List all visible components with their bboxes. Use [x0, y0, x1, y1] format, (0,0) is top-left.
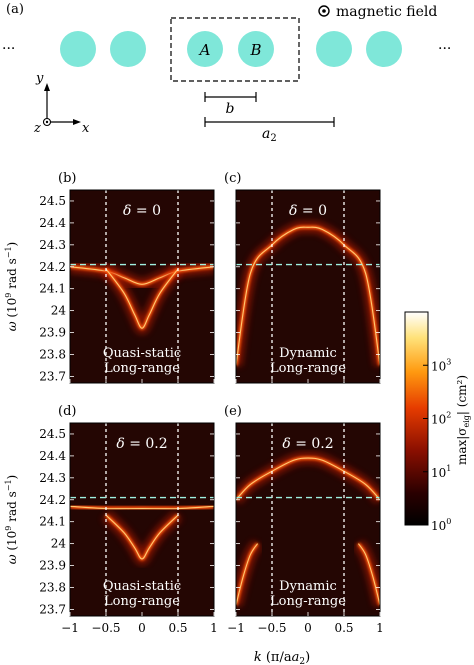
y-tick-label: 23.7: [39, 369, 66, 383]
y-tick-label: 24.3: [39, 471, 66, 485]
label-A: A: [198, 41, 211, 59]
schematic: (a) magnetic field ··· ··· A B b a2: [2, 2, 451, 144]
y-tick-label: 24.2: [39, 493, 66, 507]
band-core: [70, 505, 214, 510]
delta-annotation: δ = 0: [289, 203, 327, 219]
band-core: [236, 457, 380, 501]
y-tick-label: 24.1: [39, 515, 66, 529]
delta-annotation: δ = 0.2: [282, 436, 333, 452]
colorbar-tick-label: 101: [431, 464, 451, 480]
y-tick-label: 24.4: [39, 449, 66, 463]
y-tick-label: 23.9: [39, 559, 66, 573]
model-label-line2: Long-range: [270, 594, 346, 609]
spacing-b: [204, 92, 257, 102]
y-tick-label: 24.2: [39, 260, 66, 274]
y-tick-label: 24: [51, 537, 67, 551]
model-label-line2: Long-range: [270, 361, 346, 376]
y-tick-label: 23.8: [39, 580, 66, 594]
panel-label: (c): [224, 171, 241, 186]
spacing-a2: [204, 117, 335, 127]
label-b: b: [226, 101, 235, 117]
x-tick-label: −1: [227, 621, 245, 635]
colorbar: 100 101 102 103 max|σeig| (cm²): [404, 311, 471, 533]
colorbar-tick-label: 102: [431, 411, 451, 427]
band-core: [105, 268, 179, 329]
particle-1: [60, 31, 96, 67]
y-tick-label: 23.8: [39, 347, 66, 361]
coordinate-axes: [42, 83, 81, 127]
particle-6: [366, 31, 402, 67]
colorbar-tick-label: 103: [431, 357, 451, 373]
x-tick-label: 0: [138, 621, 146, 635]
x-tick-label: 0.5: [334, 621, 353, 635]
particle-5: [316, 31, 352, 67]
y-tick-label: 24: [51, 304, 67, 318]
panel-label: (e): [224, 404, 242, 419]
x-tick-label: 1: [376, 621, 384, 635]
particle-B: [238, 31, 274, 67]
y-tick-label: 24.5: [39, 427, 66, 441]
y-tick-label: 24.3: [39, 238, 66, 252]
band-core: [105, 514, 179, 560]
ellipsis-right: ···: [438, 41, 451, 57]
magnetic-field-label: magnetic field: [336, 4, 437, 20]
colorbar-label: max|σeig| (cm²): [455, 375, 471, 465]
y-axis-title: ω (109 rad s−1): [4, 242, 19, 332]
band-core: [236, 226, 380, 366]
model-label-line2: Long-range: [104, 361, 180, 376]
model-label-line2: Long-range: [104, 594, 180, 609]
panel-label-a: (a): [6, 2, 24, 17]
model-label-line1: Dynamic: [279, 346, 337, 361]
y-tick-label: 24.5: [39, 194, 66, 208]
band-core: [357, 543, 380, 606]
particle-2: [110, 31, 146, 67]
magnetic-field-icon: [318, 5, 330, 17]
y-tick-label: 23.9: [39, 326, 66, 340]
heatmap-background: [70, 423, 214, 616]
y-axis-title: ω (109 rad s−1): [4, 475, 19, 565]
axis-label-z: z: [33, 121, 41, 136]
colorbar-tick-label: 100: [431, 517, 451, 533]
ellipsis-left: ···: [2, 41, 15, 57]
x-tick-label: −0.5: [91, 621, 120, 635]
axis-label-x: x: [82, 121, 90, 136]
model-label-line1: Quasi-static: [103, 579, 181, 594]
model-label-line1: Dynamic: [279, 579, 337, 594]
label-a2: a2: [262, 126, 277, 144]
x-tick-label: −1: [61, 621, 79, 635]
panel-label: (d): [58, 404, 76, 419]
axis-label-y: y: [35, 71, 44, 86]
delta-annotation: δ = 0.2: [116, 436, 167, 452]
heatmap-panels: (b)δ = 0Quasi-staticLong-range24.524.424…: [39, 171, 384, 635]
model-label-line1: Quasi-static: [103, 346, 181, 361]
x-tick-label: 0.5: [168, 621, 187, 635]
unit-cell-box: [170, 17, 300, 82]
x-axis-label: k (π/aa2): [254, 650, 310, 665]
y-tick-label: 24.1: [39, 282, 66, 296]
x-tick-label: 0: [304, 621, 312, 635]
panel-label: (b): [58, 171, 76, 186]
y-axis-labels: ω (109 rad s−1) ω (109 rad s−1): [4, 242, 19, 565]
y-tick-label: 23.7: [39, 602, 66, 616]
delta-annotation: δ = 0: [123, 203, 161, 219]
x-tick-label: −0.5: [257, 621, 286, 635]
x-tick-label: 1: [210, 621, 218, 635]
band-core: [236, 543, 259, 606]
label-B: B: [249, 41, 261, 59]
particle-A: [187, 31, 223, 67]
colorbar-ticks: 100 101 102 103: [423, 357, 451, 533]
y-tick-label: 24.4: [39, 216, 66, 230]
